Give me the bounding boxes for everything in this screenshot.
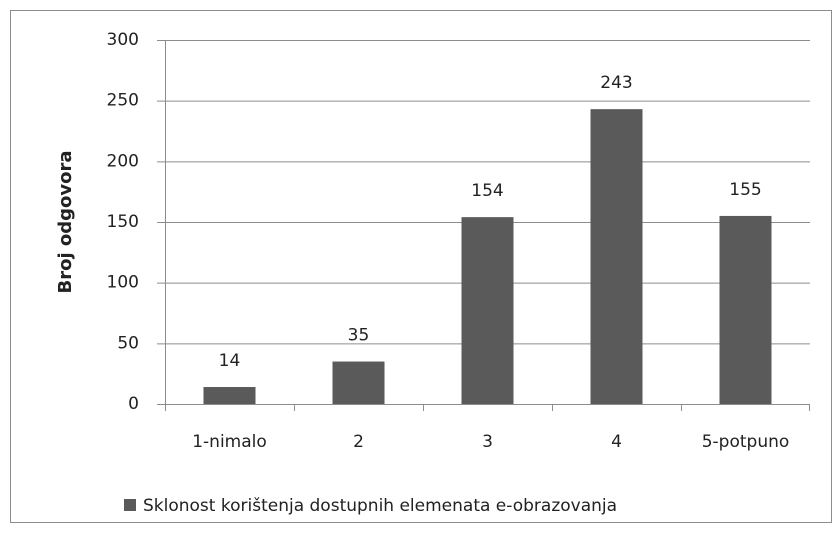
y-axis-label: Broj odgovora (55, 150, 76, 293)
legend-label: Sklonost korištenja dostupnih elemenata … (143, 496, 617, 516)
legend-swatch (124, 499, 136, 511)
y-tick-label: 0 (128, 394, 139, 414)
bar (590, 109, 643, 404)
x-tick-label: 2 (353, 432, 364, 452)
y-tick-label: 300 (107, 30, 139, 50)
bar (332, 361, 385, 404)
data-label: 35 (348, 326, 370, 346)
y-tick-label: 200 (107, 151, 139, 171)
chart-frame (10, 10, 832, 523)
y-tick-label: 100 (107, 273, 139, 293)
y-tick-label: 50 (117, 333, 139, 353)
bar (203, 387, 256, 404)
x-tick-label: 1-nimalo (192, 432, 267, 452)
data-label: 14 (219, 351, 241, 371)
bar (461, 217, 514, 404)
x-tick-label: 4 (611, 432, 622, 452)
data-label: 154 (471, 181, 503, 201)
data-label: 243 (600, 73, 632, 93)
bar (719, 215, 772, 404)
x-tick-label: 5-potpuno (702, 432, 790, 452)
y-tick-label: 250 (107, 91, 139, 111)
data-label: 155 (729, 180, 761, 200)
y-tick-label: 150 (107, 212, 139, 232)
x-tick-label: 3 (482, 432, 493, 452)
